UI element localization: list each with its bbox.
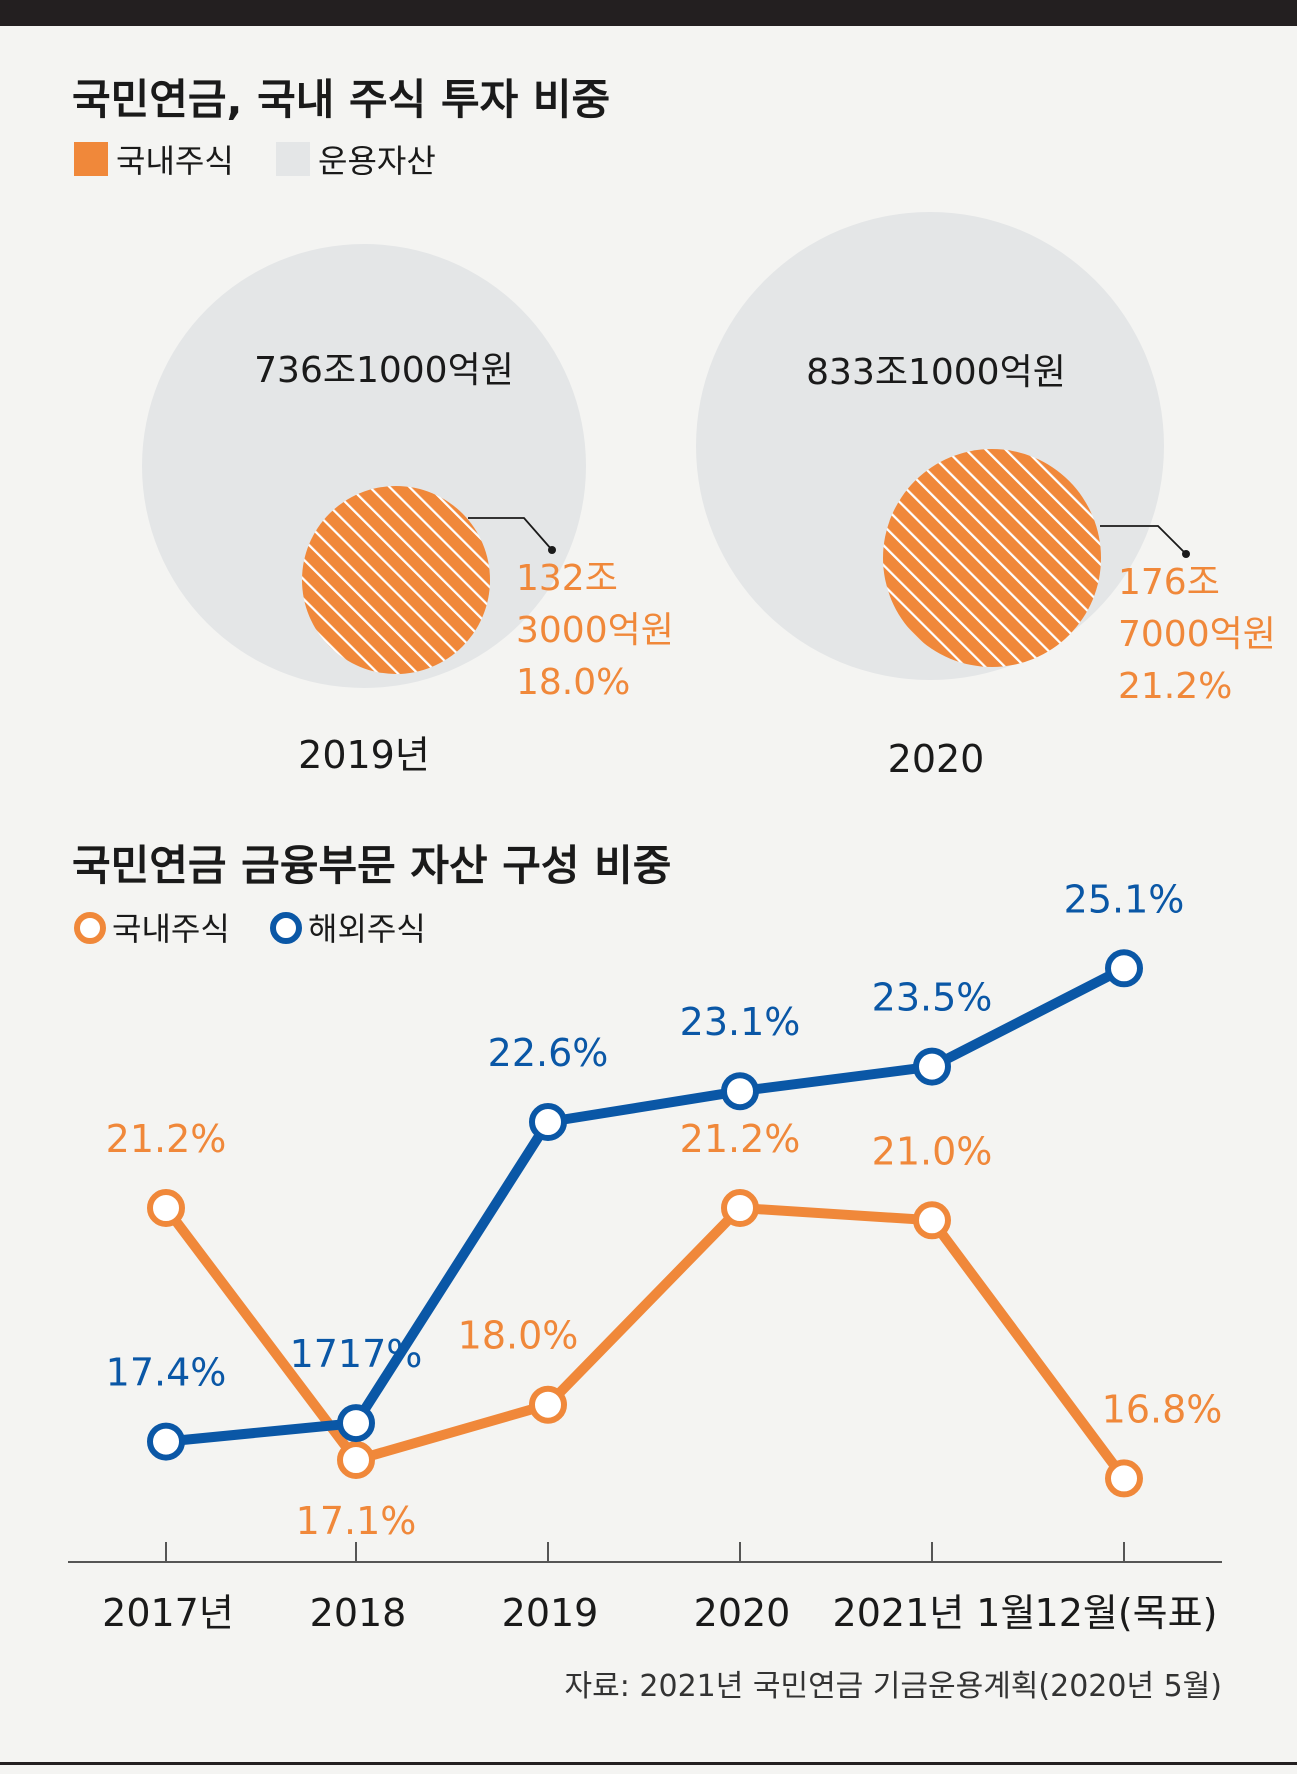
- data-label-overseas-1: 1717%: [290, 1332, 423, 1376]
- data-label-domestic-4: 21.0%: [872, 1129, 993, 1173]
- leader-dot-2019: [548, 546, 556, 554]
- data-label-overseas-5: 25.1%: [1064, 877, 1185, 921]
- source-note: 자료: 2021년 국민연금 기금운용계획(2020년 5월): [565, 1669, 1222, 1704]
- point-overseas-0: [147, 1422, 185, 1461]
- data-label-domestic-5: 16.8%: [1102, 1387, 1223, 1431]
- point-domestic-3: [721, 1189, 759, 1227]
- total-assets-label-2020: 833조1000억원: [806, 352, 1066, 393]
- x-tick-label-0: 2017년: [102, 1591, 234, 1635]
- bubble-group-2019: 736조1000억원 132조 3000억원 18.0% 2019년: [142, 244, 674, 777]
- data-label-domestic-2: 18.0%: [458, 1314, 579, 1358]
- bubble-legend: 국내주식 운용자산: [74, 142, 436, 180]
- series-line-overseas: [161, 963, 1129, 1447]
- legend-label-domestic-series: 국내주식: [112, 910, 230, 948]
- domestic-amount-line2-2019: 3000억원: [516, 610, 674, 651]
- point-domestic-1: [337, 1441, 375, 1479]
- leader-line-2020: [1100, 525, 1187, 555]
- point-overseas-1: [337, 1404, 375, 1443]
- data-label-overseas-3: 23.1%: [680, 1000, 801, 1044]
- point-domestic-2: [529, 1385, 567, 1424]
- data-label-domestic-1: 17.1%: [296, 1499, 417, 1543]
- data-label-overseas-4: 23.5%: [872, 976, 993, 1020]
- bubble-group-2020: 833조1000억원 176조 7000억원 21.2% 2020: [696, 212, 1276, 781]
- point-overseas-4: [913, 1047, 951, 1086]
- domestic-amount-line1-2020: 176조: [1118, 562, 1220, 603]
- data-label-overseas-0: 17.4%: [106, 1351, 227, 1395]
- legend-label-domestic: 국내주식: [116, 142, 234, 180]
- x-tick-label-1: 2018: [310, 1591, 407, 1635]
- legend-swatch-domestic: [74, 142, 108, 176]
- point-overseas-2: [529, 1103, 567, 1141]
- data-label-overseas-2: 22.6%: [488, 1031, 609, 1075]
- point-overseas-3: [721, 1072, 759, 1111]
- legend-swatch-assets: [276, 142, 310, 176]
- leader-dot-2020: [1182, 550, 1190, 558]
- x-tick-label-5: 12월(목표): [1035, 1591, 1218, 1635]
- leader-line-2019: [468, 517, 553, 551]
- series-line-domestic: [161, 1203, 1129, 1484]
- top-bar: [0, 0, 1297, 26]
- year-label-2020: 2020: [888, 737, 985, 781]
- line-chart-title: 국민연금 금융부문 자산 구성 비중: [72, 841, 671, 890]
- data-label-domestic-3: 21.2%: [680, 1117, 801, 1161]
- domestic-stock-bubble-2020: [883, 449, 1101, 667]
- domestic-amount-line1-2019: 132조: [516, 558, 618, 599]
- line-chart-plot: 2017년 2018 2019 2020 2021년 1월 12월(목표) 21.2% 17.…: [102, 877, 1222, 1635]
- domestic-share-2019: 18.0%: [516, 662, 630, 703]
- domestic-stock-bubble-2019: [302, 486, 490, 674]
- legend-marker-domestic: [74, 912, 106, 944]
- legend-marker-overseas: [270, 912, 302, 944]
- line-legend: 국내주식 해외주식: [74, 910, 426, 948]
- bubble-chart-title: 국민연금, 국내 주식 투자 비중: [72, 75, 610, 124]
- data-label-domestic-0: 21.2%: [106, 1117, 227, 1161]
- year-label-2019: 2019년: [298, 733, 430, 777]
- x-tick-label-4: 2021년 1월: [833, 1591, 1036, 1635]
- point-domestic-0: [147, 1189, 185, 1227]
- domestic-amount-line2-2020: 7000억원: [1118, 614, 1276, 655]
- x-tick-label-2: 2019: [502, 1591, 599, 1635]
- legend-label-overseas-series: 해외주식: [308, 910, 426, 948]
- point-overseas-5: [1105, 949, 1143, 988]
- total-assets-label-2019: 736조1000억원: [254, 350, 514, 391]
- point-domestic-4: [913, 1201, 951, 1240]
- x-tick-label-3: 2020: [694, 1591, 791, 1635]
- legend-label-assets: 운용자산: [318, 142, 436, 180]
- point-domestic-5: [1105, 1459, 1143, 1498]
- domestic-share-2020: 21.2%: [1118, 666, 1232, 707]
- bottom-rule: [0, 1762, 1297, 1765]
